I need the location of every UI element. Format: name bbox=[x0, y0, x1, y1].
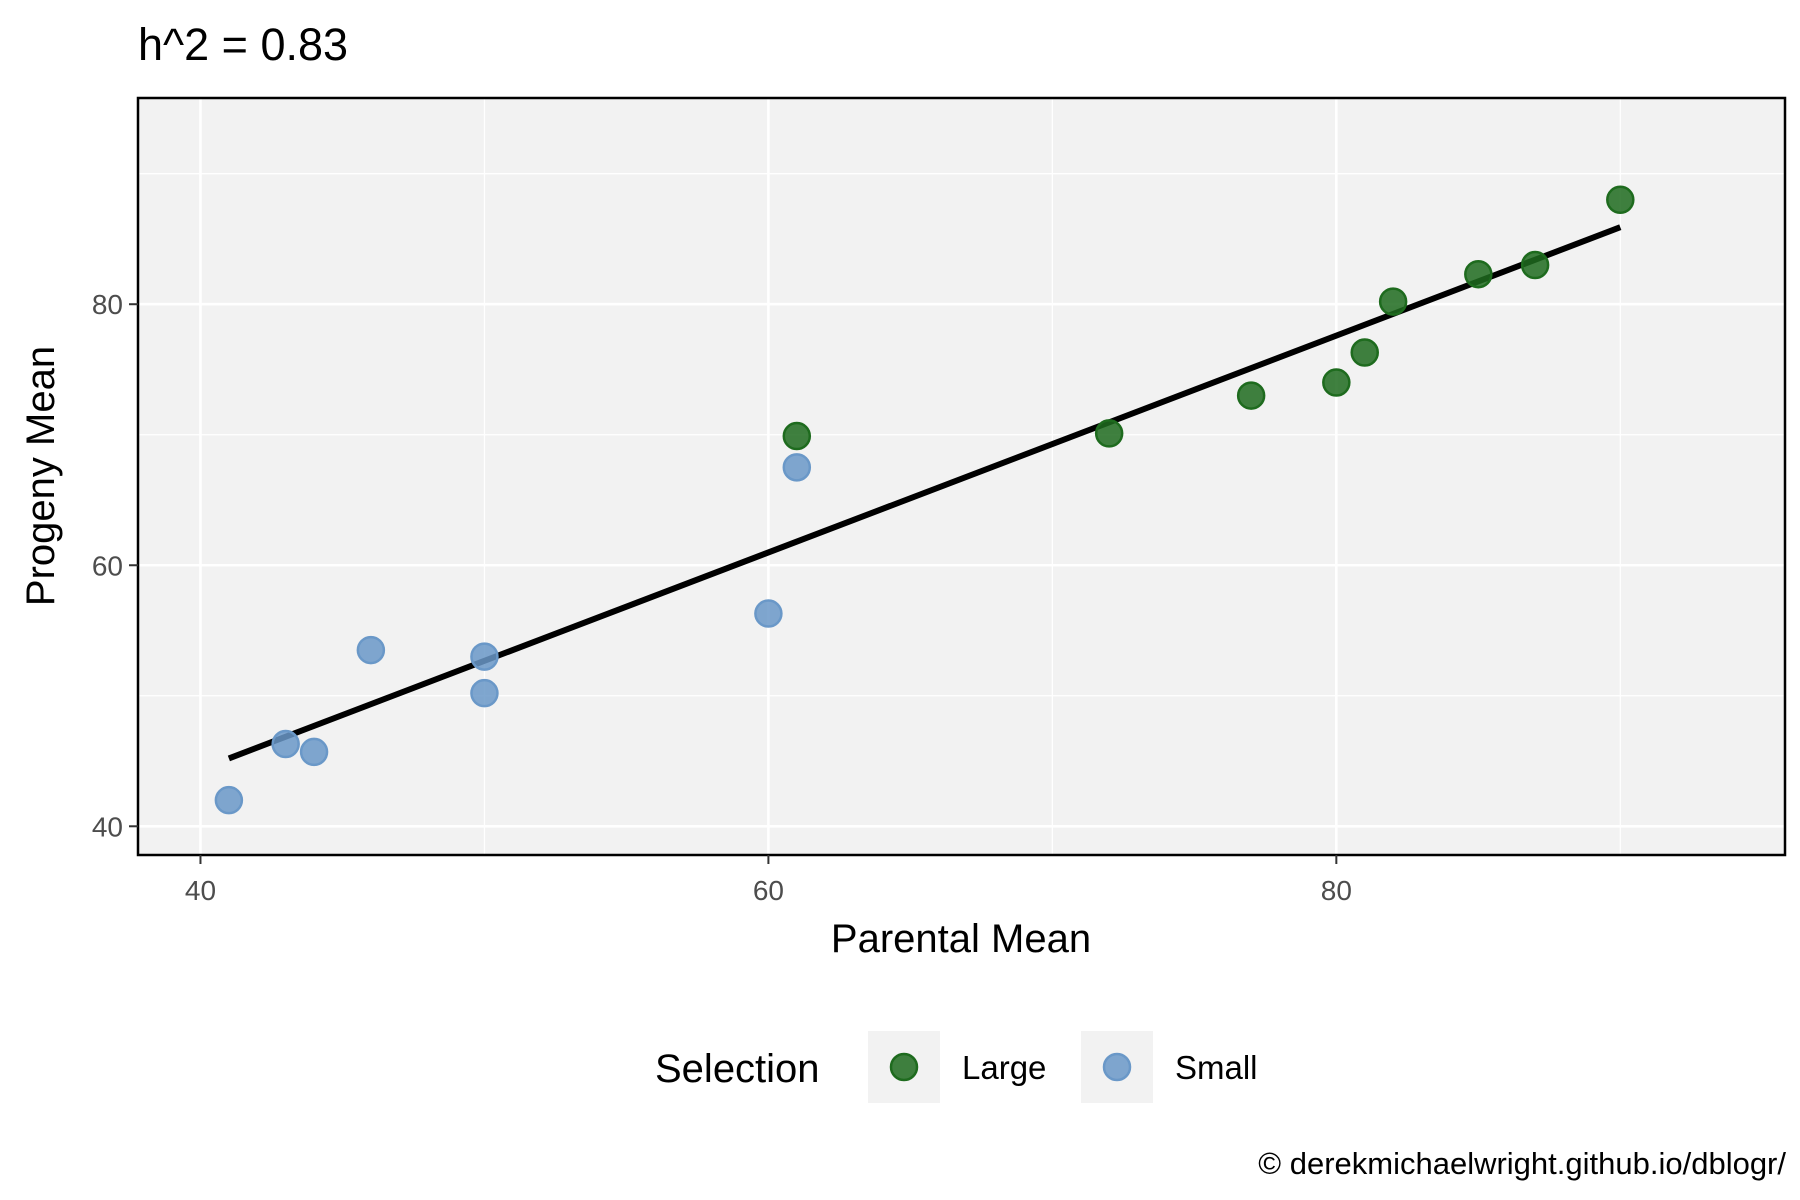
point-small bbox=[782, 453, 812, 482]
point-large bbox=[1322, 368, 1351, 397]
legend-key-large-point bbox=[889, 1052, 919, 1082]
point-large bbox=[1606, 185, 1635, 215]
x-tick-label: 80 bbox=[1321, 875, 1352, 906]
x-tick-label: 40 bbox=[185, 875, 216, 906]
point-large bbox=[1236, 381, 1266, 410]
point-small bbox=[271, 729, 300, 759]
point-small bbox=[470, 678, 499, 708]
point-small bbox=[470, 642, 499, 671]
point-small bbox=[299, 737, 329, 767]
point-small bbox=[754, 599, 783, 628]
chart-title: h^2 = 0.83 bbox=[138, 19, 348, 70]
point-small bbox=[356, 635, 386, 665]
legend: Selection Large Small bbox=[655, 1031, 1258, 1103]
legend-title: Selection bbox=[655, 1047, 820, 1091]
y-tick-label: 80 bbox=[92, 289, 123, 320]
legend-label-large: Large bbox=[962, 1049, 1046, 1086]
point-large bbox=[782, 421, 812, 451]
point-large bbox=[1350, 338, 1379, 367]
y-tick-label: 60 bbox=[92, 550, 123, 581]
x-tick-label: 60 bbox=[753, 875, 784, 906]
caption: © derekmichaelwright.github.io/dblogr/ bbox=[1258, 1146, 1786, 1181]
grid-minor bbox=[138, 98, 1785, 855]
y-axis-title: Progeny Mean bbox=[19, 346, 63, 606]
point-large bbox=[1520, 250, 1550, 280]
data-points bbox=[214, 185, 1635, 815]
point-small bbox=[214, 785, 244, 815]
x-axis-title: Parental Mean bbox=[831, 917, 1091, 961]
legend-label-small: Small bbox=[1175, 1049, 1258, 1086]
point-large bbox=[1378, 287, 1408, 316]
legend-key-small-point bbox=[1102, 1052, 1132, 1082]
point-large bbox=[1464, 259, 1493, 289]
x-axis-ticks: 40 60 80 bbox=[185, 855, 1352, 906]
y-tick-label: 40 bbox=[92, 811, 123, 842]
regression-line bbox=[227, 224, 1622, 762]
point-large bbox=[1094, 419, 1124, 448]
plot-border bbox=[136, 96, 1787, 857]
y-axis-ticks: 40 60 80 bbox=[92, 289, 138, 842]
grid-major bbox=[138, 98, 1785, 855]
